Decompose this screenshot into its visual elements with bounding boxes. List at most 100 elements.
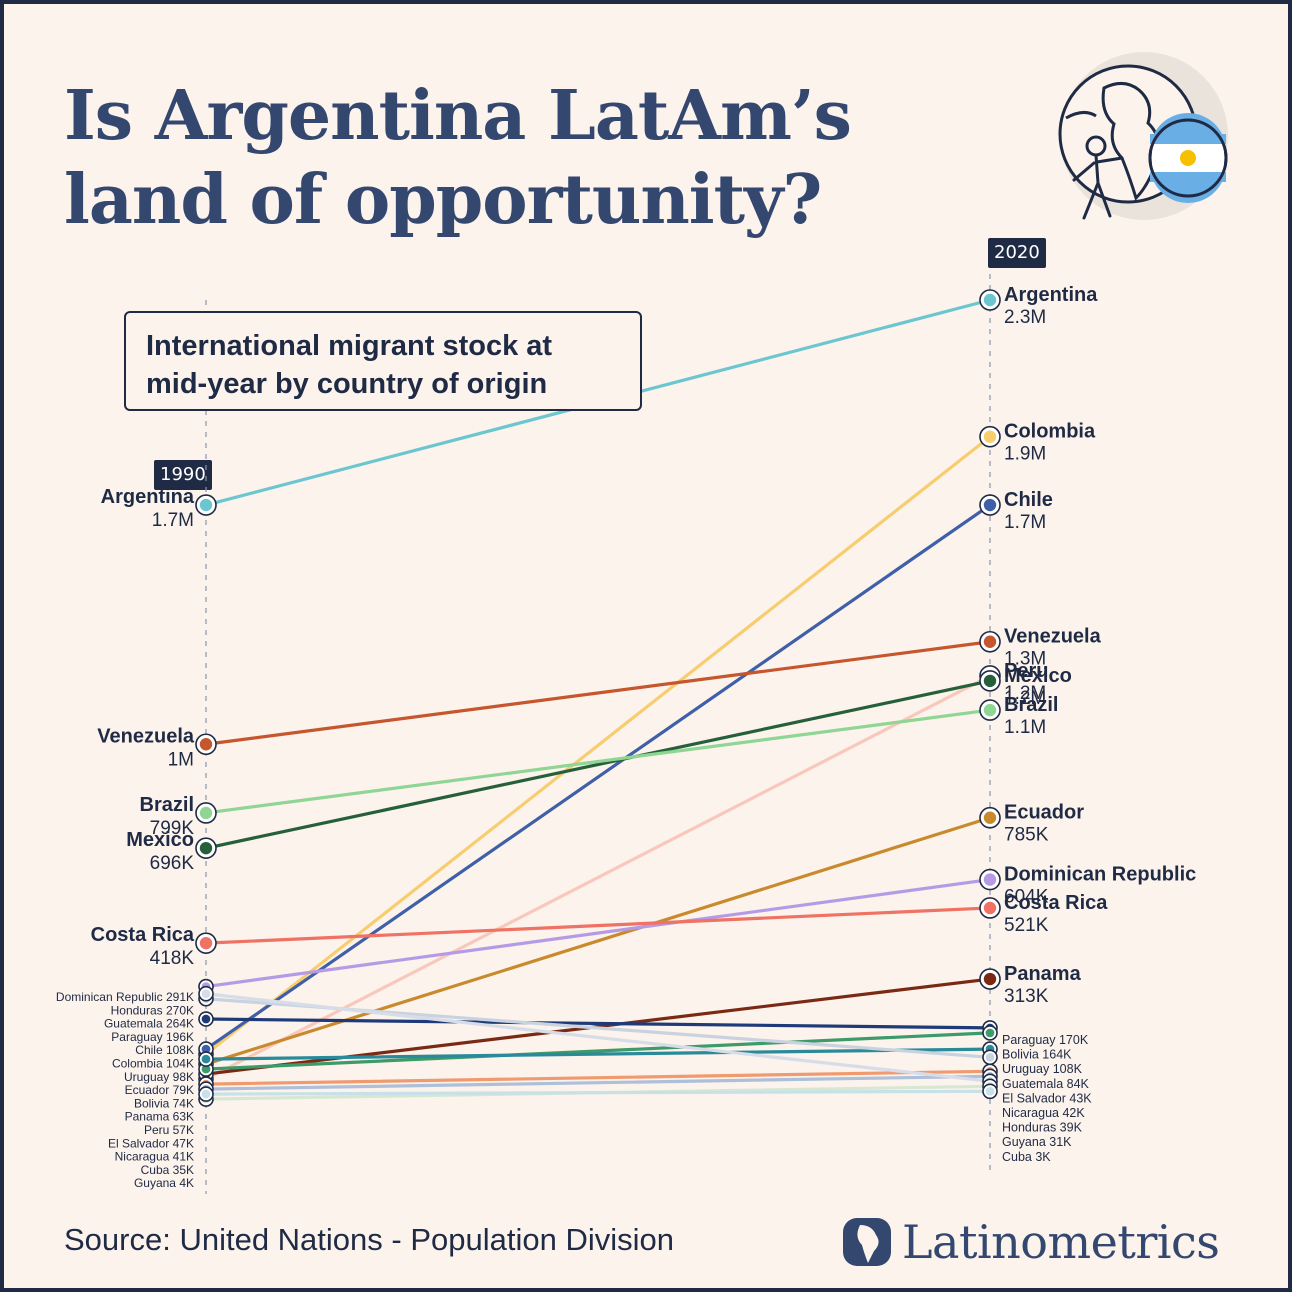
marker-dominican-republic-2020 <box>979 868 1001 891</box>
globe-migrant-illustration <box>1044 48 1234 232</box>
marker-chile-2020 <box>979 494 1001 516</box>
line-colombia <box>204 435 992 1056</box>
value-2020-peru: 1.2M <box>1004 683 1046 704</box>
label-1990-venezuela: Venezuela <box>97 725 195 747</box>
value-1990-venezuela: 1M <box>168 749 194 770</box>
value-2020-mexico: 1.2M <box>1004 688 1046 709</box>
line-honduras <box>204 992 992 1083</box>
label-2020-mexico: Mexico <box>1004 665 1072 687</box>
marker-paraguay-1990 <box>198 1011 214 1027</box>
line-mexico <box>204 679 992 850</box>
line-venezuela <box>204 640 992 746</box>
label-1990-costa-rica: Costa Rica <box>91 924 195 946</box>
label-1990-argentina: Argentina <box>101 486 195 508</box>
label-2020-uruguay: Uruguay 108K <box>1002 1062 1083 1076</box>
label-2020-bolivia: Bolivia 164K <box>1002 1048 1072 1062</box>
marker-brazil-2020 <box>979 699 1001 721</box>
marker-colombia-2020 <box>979 425 1001 448</box>
series-labels: Argentina1.7MVenezuela1MMexico696KBrazil… <box>56 284 1196 1190</box>
value-1990-brazil: 799K <box>150 818 195 839</box>
label-2020-guyana: Guyana 31K <box>1002 1135 1072 1149</box>
label-2020-panama: Panama <box>1004 963 1082 985</box>
marker-brazil-1990 <box>195 802 217 824</box>
value-1990-argentina: 1.7M <box>152 510 194 531</box>
marker-venezuela-2020 <box>979 630 1001 653</box>
value-2020-ecuador: 785K <box>1004 825 1049 846</box>
label-1990-chile: Chile 108K <box>135 1043 194 1057</box>
label-1990-guatemala: Guatemala 264K <box>104 1017 194 1031</box>
label-1990-brazil: Brazil <box>140 794 194 816</box>
value-1990-costa-rica: 418K <box>150 948 195 969</box>
label-2020-argentina: Argentina <box>1004 284 1098 306</box>
label-1990-el-salvador: El Salvador 47K <box>108 1136 194 1150</box>
series-markers <box>195 289 1001 1107</box>
marker-cuba-2020 <box>982 1083 998 1100</box>
chart-subtitle: International migrant stock at mid-year … <box>124 311 642 411</box>
page-title: Is Argentina LatAm’s land of opportunity… <box>64 76 852 240</box>
label-1990-ecuador: Ecuador 79K <box>125 1083 194 1097</box>
line-el-salvador <box>204 1069 992 1086</box>
label-1990-uruguay: Uruguay 98K <box>124 1070 194 1084</box>
line-ecuador <box>204 816 992 1066</box>
marker-honduras-1990 <box>198 985 214 1002</box>
value-2020-brazil: 1.1M <box>1004 717 1046 738</box>
line-cuba <box>204 1089 992 1096</box>
label-2020-colombia: Colombia <box>1004 421 1096 443</box>
label-2020-dominican-republic: Dominican Republic <box>1004 864 1196 886</box>
label-2020-costa-rica: Costa Rica <box>1004 892 1108 914</box>
line-uruguay <box>204 1047 992 1061</box>
label-2020-nicaragua: Nicaragua 42K <box>1002 1106 1085 1120</box>
year-badge-2020: 2020 <box>988 238 1046 268</box>
line-chile <box>204 503 992 1051</box>
label-2020-cuba: Cuba 3K <box>1002 1150 1051 1164</box>
line-costa-rica <box>204 906 992 945</box>
label-1990-guyana: Guyana 4K <box>134 1176 194 1190</box>
marker-mexico-1990 <box>195 837 217 859</box>
line-nicaragua <box>204 1074 992 1091</box>
label-1990-cuba: Cuba 35K <box>141 1163 194 1177</box>
label-2020-venezuela: Venezuela <box>1004 626 1102 648</box>
infographic-canvas: Is Argentina LatAm’s land of opportunity… <box>4 4 1288 1288</box>
value-2020-costa-rica: 521K <box>1004 915 1049 936</box>
label-1990-paraguay: Paraguay 196K <box>111 1030 194 1044</box>
label-2020-ecuador: Ecuador <box>1004 802 1084 824</box>
marker-cuba-1990 <box>198 1086 214 1102</box>
value-2020-chile: 1.7M <box>1004 512 1046 533</box>
label-1990-panama: Panama 63K <box>125 1110 194 1124</box>
latinometrics-logo-icon <box>843 1218 891 1266</box>
brand-name: Latinometrics <box>902 1215 1220 1269</box>
label-1990-bolivia: Bolivia 74K <box>134 1096 194 1110</box>
label-2020-guatemala: Guatemala 84K <box>1002 1077 1090 1091</box>
label-2020-brazil: Brazil <box>1004 694 1058 716</box>
marker-guatemala-2020 <box>982 1049 998 1066</box>
marker-panama-2020 <box>979 968 1001 990</box>
source-note: Source: United Nations - Population Divi… <box>64 1222 674 1257</box>
marker-mexico-2020 <box>979 670 1001 692</box>
marker-costa-rica-1990 <box>195 932 217 954</box>
marker-venezuela-1990 <box>195 733 217 756</box>
year-badge-1990: 1990 <box>154 460 212 490</box>
line-bolivia <box>204 1031 992 1071</box>
label-2020-el-salvador: El Salvador 43K <box>1002 1091 1092 1105</box>
line-paraguay <box>204 1017 992 1030</box>
line-brazil <box>204 708 992 815</box>
series-lines <box>204 298 992 1101</box>
line-peru <box>204 674 992 1081</box>
marker-ecuador-2020 <box>979 806 1001 829</box>
label-2020-chile: Chile <box>1004 489 1053 511</box>
value-2020-colombia: 1.9M <box>1004 444 1046 465</box>
marker-costa-rica-2020 <box>979 897 1001 919</box>
brand-logo: Latinometrics <box>842 1212 1220 1272</box>
label-1990-peru: Peru 57K <box>144 1123 194 1137</box>
marker-uruguay-1990 <box>198 1051 214 1067</box>
slope-chart: Argentina1.7MVenezuela1MMexico696KBrazil… <box>56 274 1196 1194</box>
marker-argentina-1990 <box>195 494 217 516</box>
label-1990-honduras: Honduras 270K <box>111 1003 194 1017</box>
value-2020-dominican-republic: 604K <box>1004 887 1049 908</box>
label-2020-peru: Peru <box>1004 660 1048 682</box>
value-1990-mexico: 696K <box>150 853 195 874</box>
value-2020-argentina: 2.3M <box>1004 307 1046 328</box>
label-2020-honduras: Honduras 39K <box>1002 1121 1083 1135</box>
value-2020-venezuela: 1.3M <box>1004 649 1046 670</box>
marker-bolivia-2020 <box>982 1025 998 1041</box>
